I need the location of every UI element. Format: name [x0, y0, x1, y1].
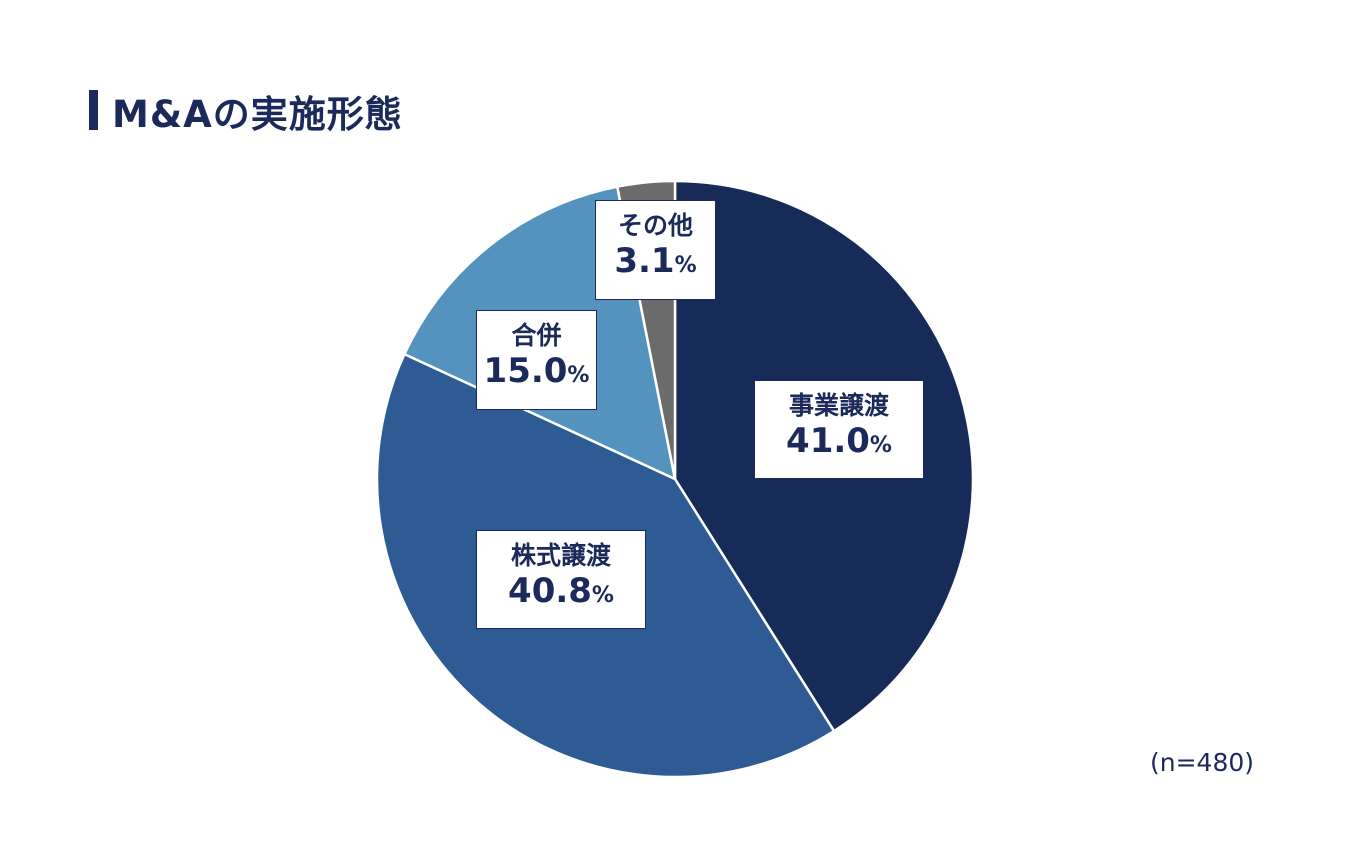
slice-label-name: 株式譲渡 [510, 541, 611, 570]
sample-size-note: (n=480) [1150, 748, 1255, 777]
slice-label-name: 事業譲渡 [788, 391, 889, 420]
slice-label-kabushiki-joto: 株式譲渡 40.8% [476, 530, 646, 629]
title-accent-bar [89, 90, 98, 130]
slice-label-sonota: その他 3.1% [595, 200, 716, 300]
slice-label-gappei: 合併 15.0% [476, 310, 597, 410]
slice-label-jigyo-joto: 事業譲渡 41.0% [754, 380, 924, 479]
slice-label-value: 40.8% [508, 571, 614, 611]
slice-label-value: 3.1% [614, 241, 697, 281]
slice-label-name: その他 [617, 211, 693, 240]
slice-label-name: 合併 [511, 321, 562, 350]
slice-label-value: 15.0% [483, 351, 590, 391]
slice-label-value: 41.0% [786, 421, 892, 461]
chart-title: M&Aの実施形態 [112, 93, 403, 136]
